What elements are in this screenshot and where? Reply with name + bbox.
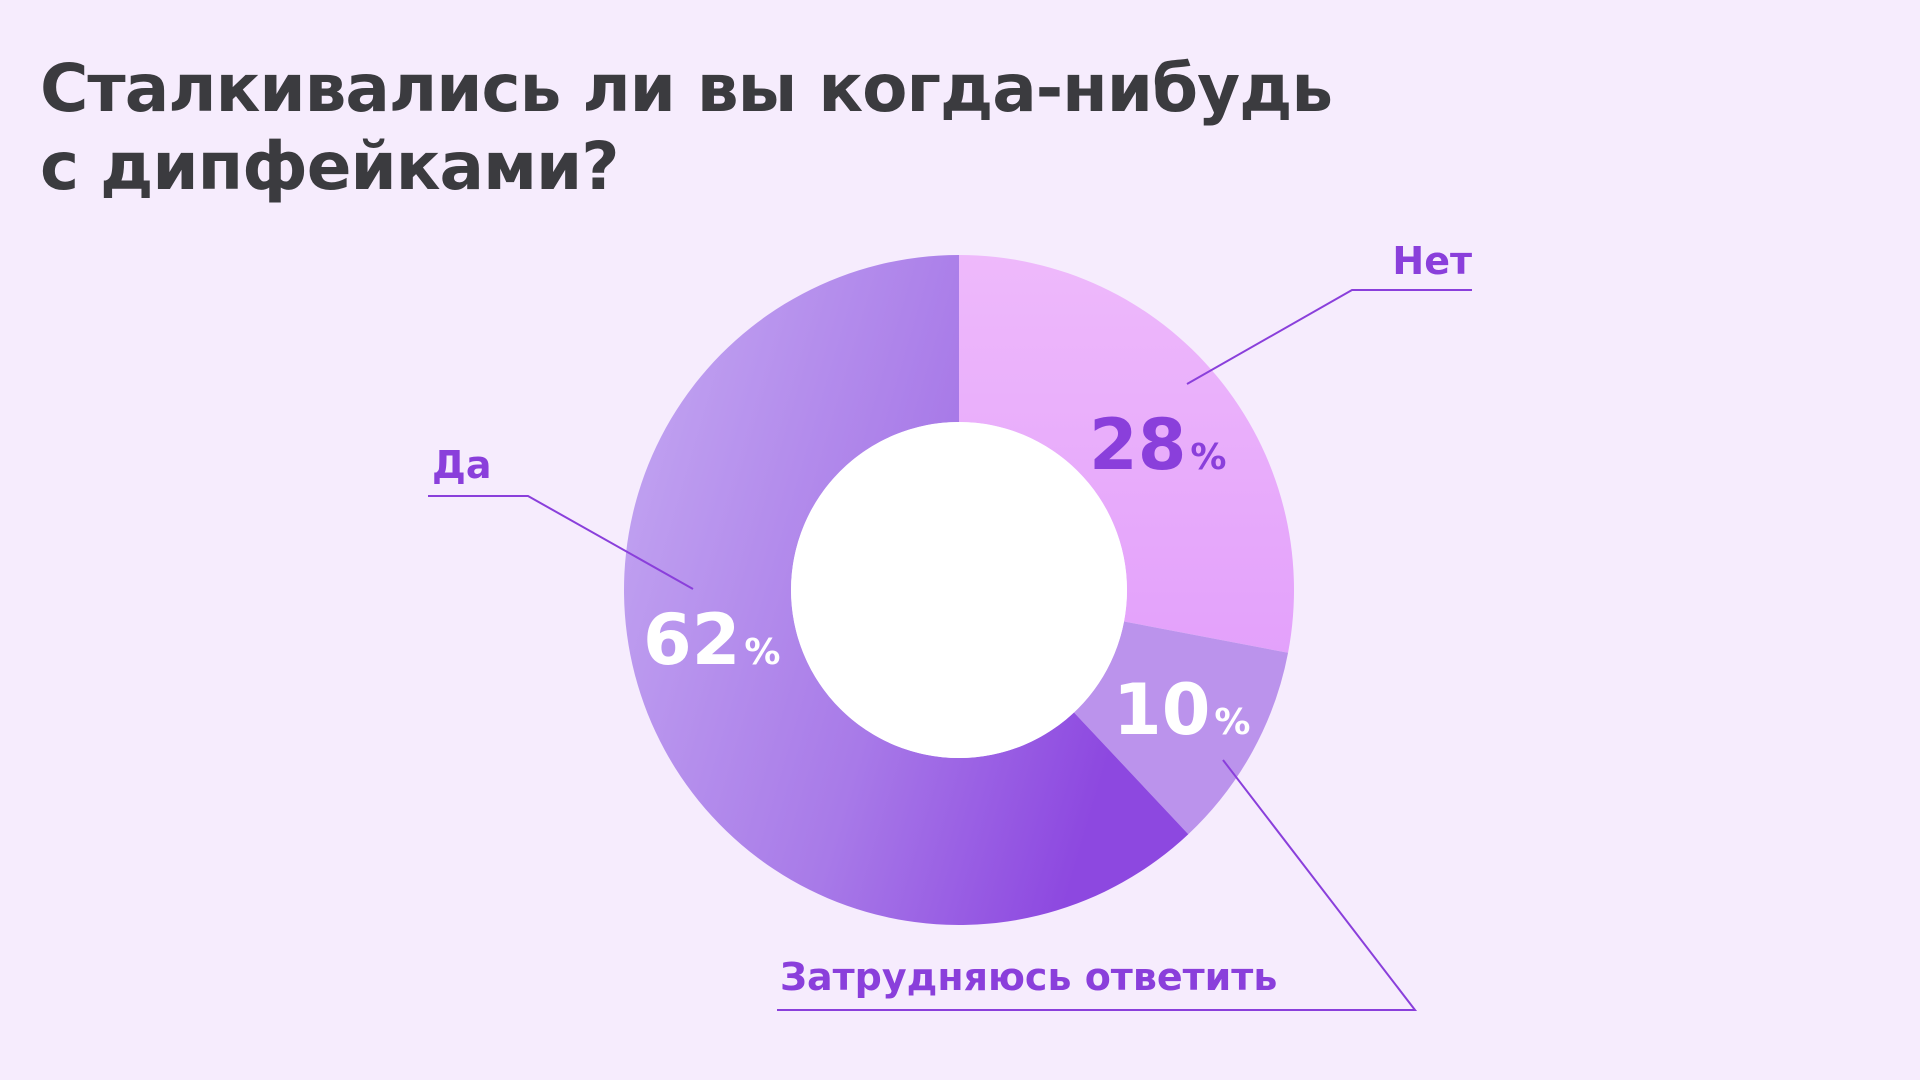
slice-da [624,255,1189,925]
pct-label-net: 28% [1089,404,1227,486]
pct-value-da: 62 [643,599,740,681]
pct-sign-ne-znayu: % [1214,702,1250,743]
slice-ne-znayu [1074,621,1289,835]
label-net: Нет [1392,239,1472,283]
pct-sign-net: % [1190,437,1226,478]
label-da: Да [432,443,492,487]
pct-value-net: 28 [1089,404,1186,486]
leader-line-net [1186,289,1472,385]
slice-net [959,255,1295,653]
donut-hole [791,422,1127,758]
slices-group [624,255,1295,925]
page-title: Сталкивались ли вы когда-нибудь с дипфей… [40,50,1540,206]
title-line-1: Сталкивались ли вы когда-нибудь [40,50,1333,127]
leader-line-ne-znayu [777,759,1418,1011]
pct-label-ne-znayu: 10% [1113,669,1251,751]
pct-value-ne-znayu: 10 [1113,669,1210,751]
pct-label-da: 62% [643,599,781,681]
title-line-2: с дипфейками? [40,128,620,205]
leader-line-da [428,495,694,590]
label-ne-znayu: Затрудняюсь ответить [780,955,1277,999]
pct-sign-da: % [744,632,780,673]
